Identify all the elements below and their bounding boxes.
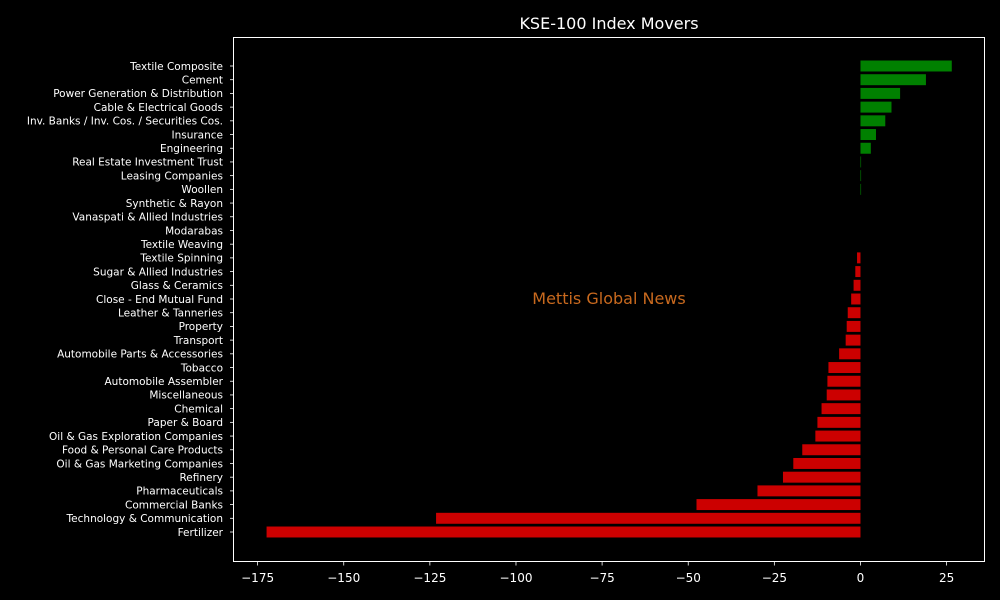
bar-tobacco [828, 362, 861, 374]
chart-title: KSE-100 Index Movers [519, 14, 698, 33]
y-tick-label: Commercial Banks [125, 499, 223, 511]
y-tick-label: Food & Personal Care Products [62, 445, 223, 457]
bar-oil-gas-exploration-companies [815, 430, 861, 442]
bar-fertilizer [266, 526, 861, 538]
bar-engineering [860, 142, 871, 154]
y-tick-label: Technology & Communication [66, 513, 223, 525]
y-tick-label: Modarabas [165, 225, 223, 237]
plot-frame [233, 37, 985, 562]
bar-oil-gas-marketing-companies [793, 457, 861, 469]
y-tick-label: Power Generation & Distribution [53, 88, 223, 100]
bar-power-generation-distribution [860, 87, 901, 99]
y-tick-label: Textile Composite [129, 61, 223, 73]
bar-insurance [860, 129, 876, 141]
y-tick-label: Woollen [181, 184, 223, 196]
bar-woollen [860, 183, 862, 195]
bar-property [846, 320, 861, 332]
x-tick-label: −100 [500, 571, 533, 585]
y-tick-label: Automobile Parts & Accessories [57, 349, 223, 361]
x-tick-label: 25 [939, 571, 954, 585]
y-tick-label: Inv. Banks / Inv. Cos. / Securities Cos. [27, 116, 223, 128]
y-tick-label: Real Estate Investment Trust [72, 157, 223, 169]
y-tick-label: Fertilizer [178, 527, 224, 539]
x-tick-label: −175 [241, 571, 274, 585]
y-tick-label: Miscellaneous [149, 390, 223, 402]
bar-transport [845, 334, 861, 346]
bar-leasing-companies [860, 170, 862, 182]
y-tick-label: Textile Spinning [139, 253, 223, 265]
bar-glass-ceramics [853, 279, 861, 291]
x-ticks [257, 561, 948, 566]
bar-textile-composite [860, 60, 952, 72]
y-tick-label: Chemical [174, 403, 223, 415]
bar-automobile-assembler [827, 375, 861, 387]
x-tick-labels: −175 −150 −125 −100 −75 −50 −25 0 25 [241, 571, 954, 585]
bar-technology-communication [436, 512, 861, 524]
watermark-text: Mettis Global News [532, 289, 685, 308]
y-tick-label: Pharmaceuticals [136, 486, 223, 498]
y-ticks [230, 65, 234, 533]
y-tick-label: Refinery [179, 472, 223, 484]
y-tick-label: Paper & Board [148, 417, 223, 429]
y-tick-label: Synthetic & Rayon [126, 198, 223, 210]
bar-pharmaceuticals [757, 485, 861, 497]
x-tick-label: −75 [589, 571, 614, 585]
bar-cement [860, 74, 926, 86]
bar-sugar-allied-industries [855, 266, 861, 278]
y-tick-label: Engineering [160, 143, 223, 155]
y-tick-label: Vanaspati & Allied Industries [72, 212, 223, 224]
bar-chemical [821, 403, 861, 415]
y-tick-label: Cable & Electrical Goods [94, 102, 223, 114]
x-tick-label: −150 [327, 571, 360, 585]
y-tick-label: Automobile Assembler [105, 376, 224, 388]
x-tick-label: −125 [413, 571, 446, 585]
y-tick-label: Leather & Tanneries [118, 308, 223, 320]
x-tick-label: 0 [857, 571, 865, 585]
y-tick-label: Insurance [171, 129, 223, 141]
y-tick-label: Cement [182, 75, 223, 87]
y-tick-label: Tobacco [180, 362, 223, 374]
bar-refinery [782, 471, 861, 483]
y-tick-label: Sugar & Allied Industries [93, 266, 223, 278]
bar-real-estate-investment-trust [860, 156, 862, 168]
y-tick-label: Oil & Gas Marketing Companies [56, 458, 223, 470]
y-tick-label: Property [179, 321, 223, 333]
bars-group [266, 60, 952, 538]
bar-leather-tanneries [847, 307, 861, 319]
x-tick-label: −50 [676, 571, 701, 585]
bar-cable-electrical-goods [860, 101, 892, 113]
y-tick-label: Oil & Gas Exploration Companies [49, 431, 223, 443]
x-tick-label: −25 [762, 571, 787, 585]
y-tick-label: Textile Weaving [140, 239, 223, 251]
bar-commercial-banks [696, 499, 861, 511]
bar-close-end-mutual-fund [851, 293, 861, 305]
bar-textile-spinning [857, 252, 861, 264]
bar-paper-board [817, 416, 861, 428]
bar-miscellaneous [826, 389, 861, 401]
bar-inv-banks-inv-cos-securities-cos [860, 115, 886, 127]
y-tick-label: Glass & Ceramics [131, 280, 223, 292]
y-tick-label: Close - End Mutual Fund [96, 294, 223, 306]
bar-automobile-parts-accessories [839, 348, 861, 360]
y-tick-label: Transport [173, 335, 223, 347]
bar-food-personal-care-products [802, 444, 861, 456]
y-tick-label: Leasing Companies [121, 170, 223, 182]
